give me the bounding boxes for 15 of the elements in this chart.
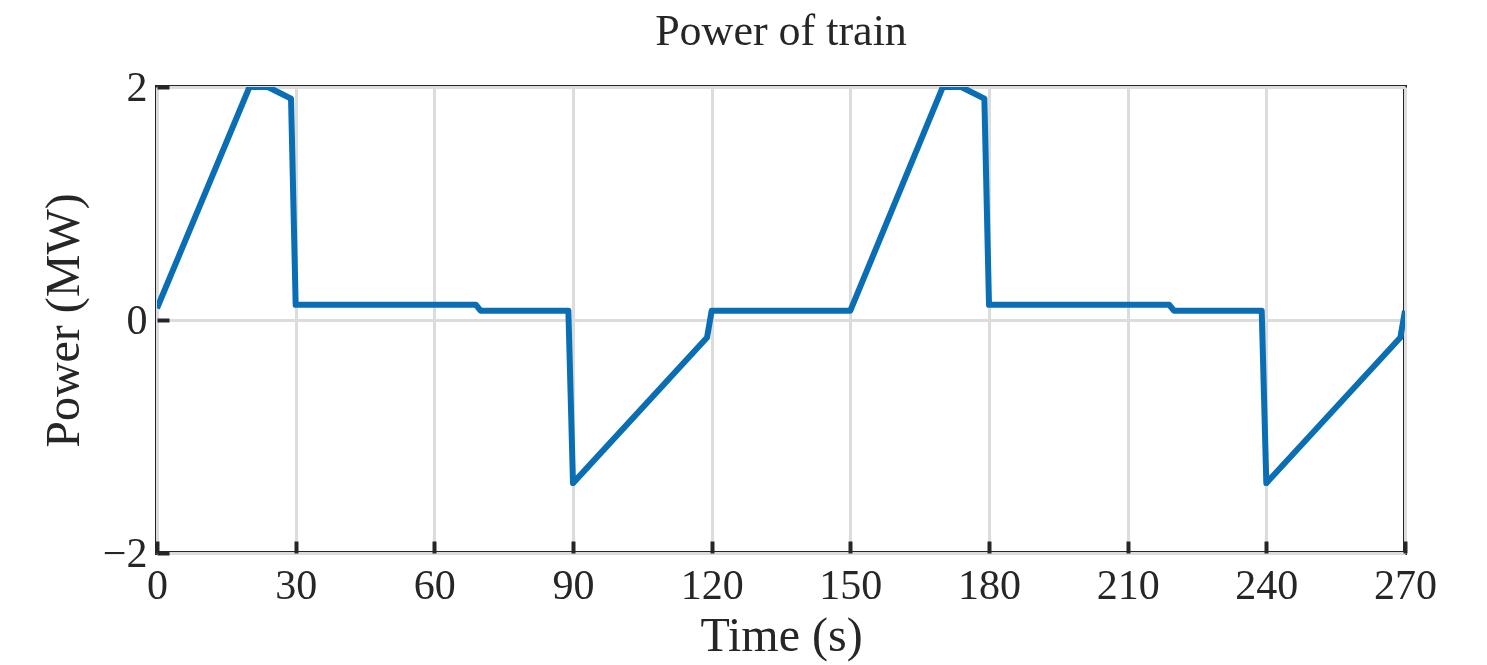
- chart-title: Power of train: [655, 6, 907, 55]
- x-tick-label: 90: [552, 561, 595, 608]
- x-tick-label: 210: [1096, 561, 1160, 608]
- x-tick-label: 270: [1374, 561, 1437, 608]
- x-tick-label: 60: [413, 561, 456, 608]
- x-tick-label: 150: [819, 561, 883, 608]
- y-tick-label: −2: [102, 529, 148, 576]
- x-tick-label: 30: [275, 561, 318, 608]
- x-tick-label: 180: [958, 561, 1021, 608]
- x-tick-label: 120: [680, 561, 744, 608]
- y-axis-title: Power (MW): [35, 193, 90, 448]
- y-tick-label: 0: [126, 296, 148, 343]
- x-tick-label: 240: [1235, 561, 1299, 608]
- x-axis-title: Time (s): [700, 607, 863, 662]
- y-tick-label: 2: [126, 63, 148, 110]
